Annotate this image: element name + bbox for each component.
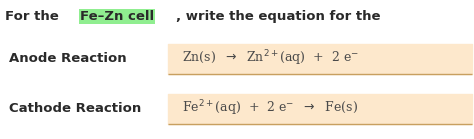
- Text: Fe–Zn cell: Fe–Zn cell: [80, 10, 154, 23]
- Text: Cathode Reaction: Cathode Reaction: [9, 102, 142, 115]
- Text: Anode Reaction: Anode Reaction: [9, 52, 127, 65]
- Text: Zn(s)  $\rightarrow$  Zn$^{2+}$(aq)  +  2 e$^{-}$: Zn(s) $\rightarrow$ Zn$^{2+}$(aq) + 2 e$…: [182, 49, 360, 68]
- Text: For the: For the: [5, 10, 63, 23]
- Text: , write the equation for the: , write the equation for the: [176, 10, 380, 23]
- Text: Fe$^{2+}$(aq)  +  2 e$^{-}$  $\rightarrow$  Fe(s): Fe$^{2+}$(aq) + 2 e$^{-}$ $\rightarrow$ …: [182, 99, 358, 118]
